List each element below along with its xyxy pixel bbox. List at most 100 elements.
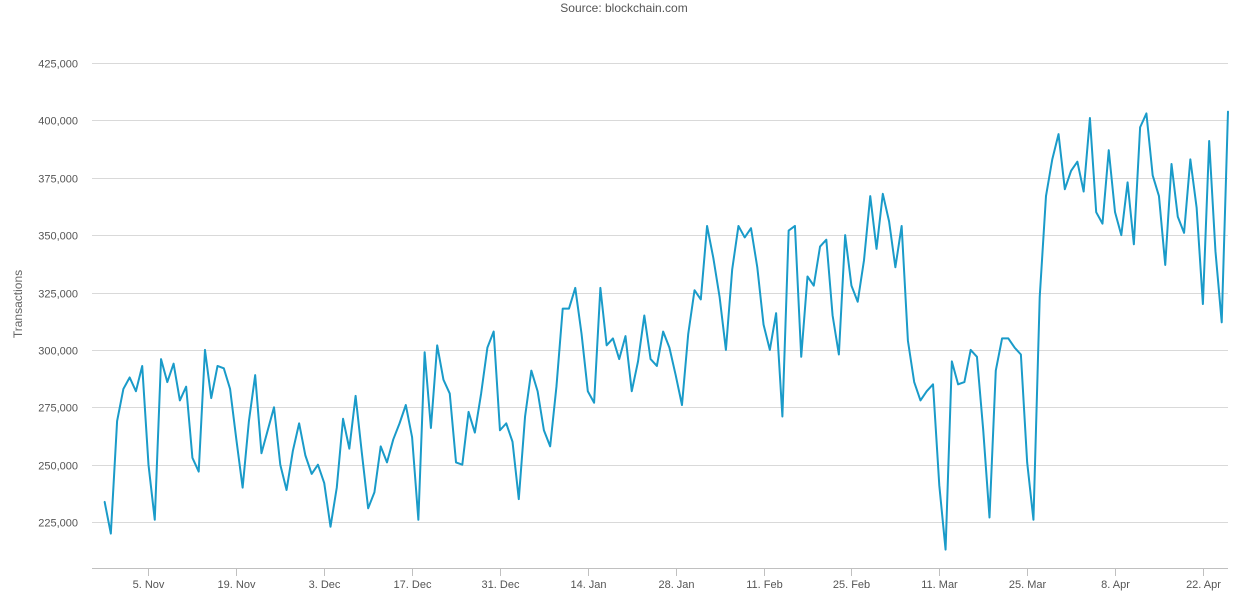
data-point	[1158, 195, 1160, 197]
data-point	[800, 356, 802, 358]
data-point	[311, 473, 313, 475]
y-tick-label: 250,000	[38, 461, 78, 473]
data-point	[386, 461, 388, 463]
data-point	[122, 388, 124, 390]
data-point	[1020, 353, 1022, 356]
data-point	[781, 415, 783, 418]
data-point	[907, 340, 909, 342]
data-point	[254, 374, 256, 376]
data-point	[944, 549, 947, 551]
data-point	[1064, 188, 1066, 190]
x-tick-label: 17. Dec	[394, 579, 432, 591]
y-tick-label: 350,000	[38, 231, 78, 243]
data-point	[172, 363, 175, 365]
data-point	[1214, 250, 1217, 252]
data-point	[355, 395, 357, 397]
data-point	[285, 489, 288, 491]
data-point	[549, 445, 551, 447]
data-point	[1183, 232, 1185, 234]
data-point	[580, 333, 583, 335]
data-point	[1164, 264, 1166, 266]
data-point	[436, 344, 438, 346]
data-point	[430, 427, 432, 429]
data-point	[455, 461, 457, 463]
data-point	[191, 457, 194, 459]
data-point	[110, 532, 112, 535]
data-point	[135, 390, 137, 392]
data-point	[1189, 158, 1191, 160]
x-tick-label: 25. Feb	[833, 579, 870, 591]
data-point	[380, 445, 382, 447]
data-point	[1076, 161, 1078, 163]
data-point	[1126, 181, 1129, 183]
data-point	[486, 347, 488, 349]
data-point	[649, 358, 652, 360]
data-point	[624, 335, 627, 337]
data-point	[1108, 149, 1110, 151]
data-point	[147, 464, 150, 466]
data-point	[160, 358, 162, 360]
data-points	[103, 110, 1229, 551]
data-point	[329, 526, 332, 528]
data-point	[1196, 206, 1198, 209]
data-point	[417, 519, 419, 521]
y-tick-label: 275,000	[38, 403, 78, 415]
data-point	[242, 487, 244, 489]
data-point	[1057, 133, 1060, 135]
data-point	[424, 351, 426, 353]
data-point	[342, 418, 344, 420]
x-axis-ticks: 5. Nov 19. Nov 3. Dec 17. Dec 31. Dec 14. Jan…	[133, 568, 1221, 591]
data-point	[141, 365, 143, 367]
data-point	[398, 422, 401, 424]
y-axis-ticks: 225,000 250,000 275,000 300,000 325,000 350,0…	[38, 59, 78, 530]
data-point	[706, 225, 708, 227]
data-point	[518, 498, 520, 500]
chart-source: Source: blockchain.com	[560, 1, 687, 15]
data-point	[700, 298, 702, 301]
data-point	[857, 301, 859, 303]
data-point	[1227, 110, 1229, 112]
data-point	[656, 365, 658, 367]
grid-lines	[92, 63, 1228, 523]
data-point	[825, 239, 827, 241]
data-point	[574, 287, 576, 289]
x-tick-label: 19. Nov	[218, 579, 256, 591]
data-point	[982, 429, 984, 431]
data-point	[1045, 195, 1047, 197]
data-point	[543, 429, 545, 431]
data-point	[116, 420, 118, 422]
data-point	[323, 482, 325, 484]
data-point	[1083, 190, 1085, 193]
data-point	[769, 349, 771, 351]
data-point	[1177, 216, 1179, 218]
data-point	[1208, 140, 1210, 142]
data-point	[449, 392, 451, 395]
x-tick-label: 11. Feb	[746, 579, 783, 591]
data-point	[756, 266, 758, 268]
data-point	[511, 441, 514, 443]
data-point	[348, 448, 350, 450]
data-point	[725, 349, 727, 351]
data-point	[1014, 347, 1016, 349]
data-point	[1089, 117, 1091, 119]
data-point	[568, 307, 570, 310]
data-point	[970, 349, 972, 351]
data-point	[618, 358, 620, 360]
data-point	[832, 314, 834, 317]
data-point	[524, 415, 526, 418]
data-point	[693, 289, 696, 291]
y-tick-label: 325,000	[38, 289, 78, 301]
data-point	[913, 381, 915, 383]
data-point	[976, 356, 978, 358]
data-point	[103, 500, 106, 503]
data-point	[317, 464, 319, 466]
data-point	[298, 422, 300, 424]
data-point	[198, 470, 200, 473]
y-tick-label: 300,000	[38, 346, 78, 358]
x-tick-label: 28. Jan	[658, 579, 694, 591]
data-point	[405, 404, 407, 406]
data-point	[373, 491, 376, 493]
data-point	[1145, 112, 1148, 115]
data-point	[179, 399, 181, 402]
